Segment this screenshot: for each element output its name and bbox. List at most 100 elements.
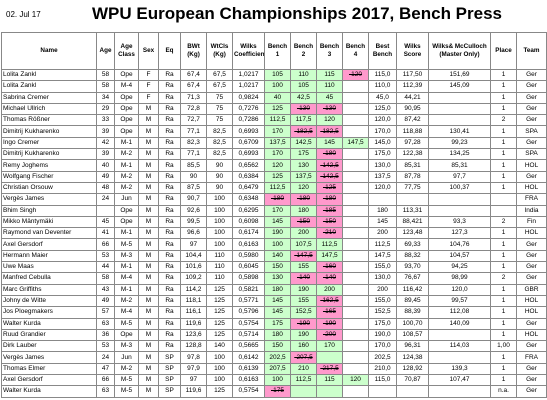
cell: M (138, 114, 159, 127)
cell: 145,09 (428, 80, 491, 93)
cell: -140 (316, 272, 343, 285)
cell: 104,4 (180, 249, 207, 263)
athlete-name: Manfred Cebulla (1, 272, 97, 285)
cell: 110 (206, 249, 233, 263)
cell (342, 125, 369, 138)
cell: 110,0 (368, 80, 397, 93)
cell: 0,6479 (232, 181, 265, 195)
cell: 134,25 (428, 148, 491, 161)
cell: -162,5 (316, 294, 343, 308)
result-row: Raymond van Deventer 41 M-1 M Ra 96,6 100 0,617… (1, 227, 547, 240)
cell: Ope (114, 102, 139, 116)
athlete-name: Axel Gersdorf (1, 374, 97, 387)
cell: M-5 (114, 385, 139, 398)
cell: 82,3 (180, 136, 207, 150)
cell: 130,0 (368, 159, 397, 172)
cell: Ra (158, 227, 181, 240)
cell: 0,7286 (232, 114, 265, 127)
cell (342, 294, 369, 308)
cell: 1 (490, 159, 517, 172)
cell: 0,5821 (232, 283, 265, 296)
cell: 119,6 (180, 385, 207, 398)
athlete-name: Lolita Zankl (1, 68, 97, 82)
cell: -120 (342, 68, 369, 82)
cell (428, 91, 491, 104)
column-header: Wilks Coefficient (232, 32, 265, 70)
cell: -180 (290, 193, 317, 206)
cell: 125 (206, 294, 233, 308)
cell: 170 (264, 204, 291, 217)
cell: 39 (96, 125, 115, 138)
result-row: Axel Gersdorf 66 M-5 M SP 97 100 0,6163 100 112,5… (1, 374, 547, 387)
cell: -150 (316, 215, 343, 229)
cell: M (138, 159, 159, 172)
cell: 58 (96, 272, 115, 285)
cell: 140 (206, 340, 233, 353)
cell: Ger (516, 68, 547, 82)
header-row: Name Age Age Class Sex Eq BWt (Kg) WtCls (Kg) W… (1, 32, 547, 70)
cell: 97,9 (180, 362, 207, 376)
cell (342, 114, 369, 127)
cell: -207,5 (290, 351, 317, 364)
cell (96, 204, 115, 217)
cell: 125 (264, 170, 291, 183)
cell: -200 (316, 328, 343, 342)
cell: 90,95 (396, 102, 429, 116)
cell: 82,5 (206, 125, 233, 138)
cell: Ope (114, 204, 139, 217)
cell: 1 (490, 170, 517, 183)
cell: 100 (264, 80, 291, 93)
cell: 145,0 (368, 136, 397, 150)
athlete-name: Walter Kurda (1, 385, 97, 398)
cell: 34 (96, 91, 115, 104)
athlete-name: Walter Kurda (1, 317, 97, 330)
cell: Ger (516, 102, 547, 116)
cell: Ra (158, 340, 181, 353)
cell: 57 (96, 306, 115, 319)
cell: 85,31 (396, 159, 429, 172)
cell: 175,0 (368, 317, 397, 330)
cell: 69,33 (396, 238, 429, 251)
cell: 1 (490, 181, 517, 195)
cell: M (138, 283, 159, 296)
cell: 1 (490, 91, 517, 104)
cell: Ra (158, 294, 181, 308)
cell: -180 (316, 148, 343, 161)
cell: 112,5 (368, 238, 397, 251)
cell: M-1 (114, 136, 139, 150)
cell: 110 (206, 272, 233, 285)
cell: 123,6 (180, 328, 207, 342)
cell: 100 (206, 238, 233, 251)
cell: Ope (114, 125, 139, 138)
athlete-name: Dimitrij Kukharenko (1, 148, 97, 161)
cell: n.a. (490, 385, 517, 398)
cell: Ra (158, 148, 181, 161)
cell: 1 (490, 283, 517, 296)
result-row: Dimitrij Kukharenko 39 Ope M Ra 77,1 82,5 0,699… (1, 125, 547, 138)
athlete-name: Dirk Lauber (1, 340, 97, 353)
result-row: Thomas Rößner 33 Ope M Ra 72,7 75 0,7286 112,5 11… (1, 114, 547, 127)
cell: F (138, 80, 159, 93)
cell: HOL (516, 159, 547, 172)
cell (342, 181, 369, 195)
cell: M (138, 102, 159, 116)
cell: M (138, 136, 159, 150)
cell: 155 (290, 294, 317, 308)
cell: Ra (158, 283, 181, 296)
cell: 98,99 (428, 272, 491, 285)
cell: 190 (290, 328, 317, 342)
cell: Ra (158, 272, 181, 285)
cell: 99,5 (180, 215, 207, 229)
result-row: Lolita Zankl 58 M-4 F Ra 67,4 67,5 1,0217 100 105… (1, 80, 547, 93)
result-row: Christian Orsouw 48 M-2 M Ra 87,5 90 0,6479 112,… (1, 181, 547, 195)
cell: M-3 (114, 340, 139, 353)
cell: 145 (368, 215, 397, 229)
cell: Ope (114, 68, 139, 82)
cell: 2 (490, 114, 517, 127)
cell: 200 (368, 227, 397, 240)
date: 02. Jul 17 (6, 10, 41, 19)
cell: Ger (516, 238, 547, 251)
cell: 175 (290, 148, 317, 161)
cell: 180 (290, 204, 317, 217)
cell: 125 (206, 306, 233, 319)
